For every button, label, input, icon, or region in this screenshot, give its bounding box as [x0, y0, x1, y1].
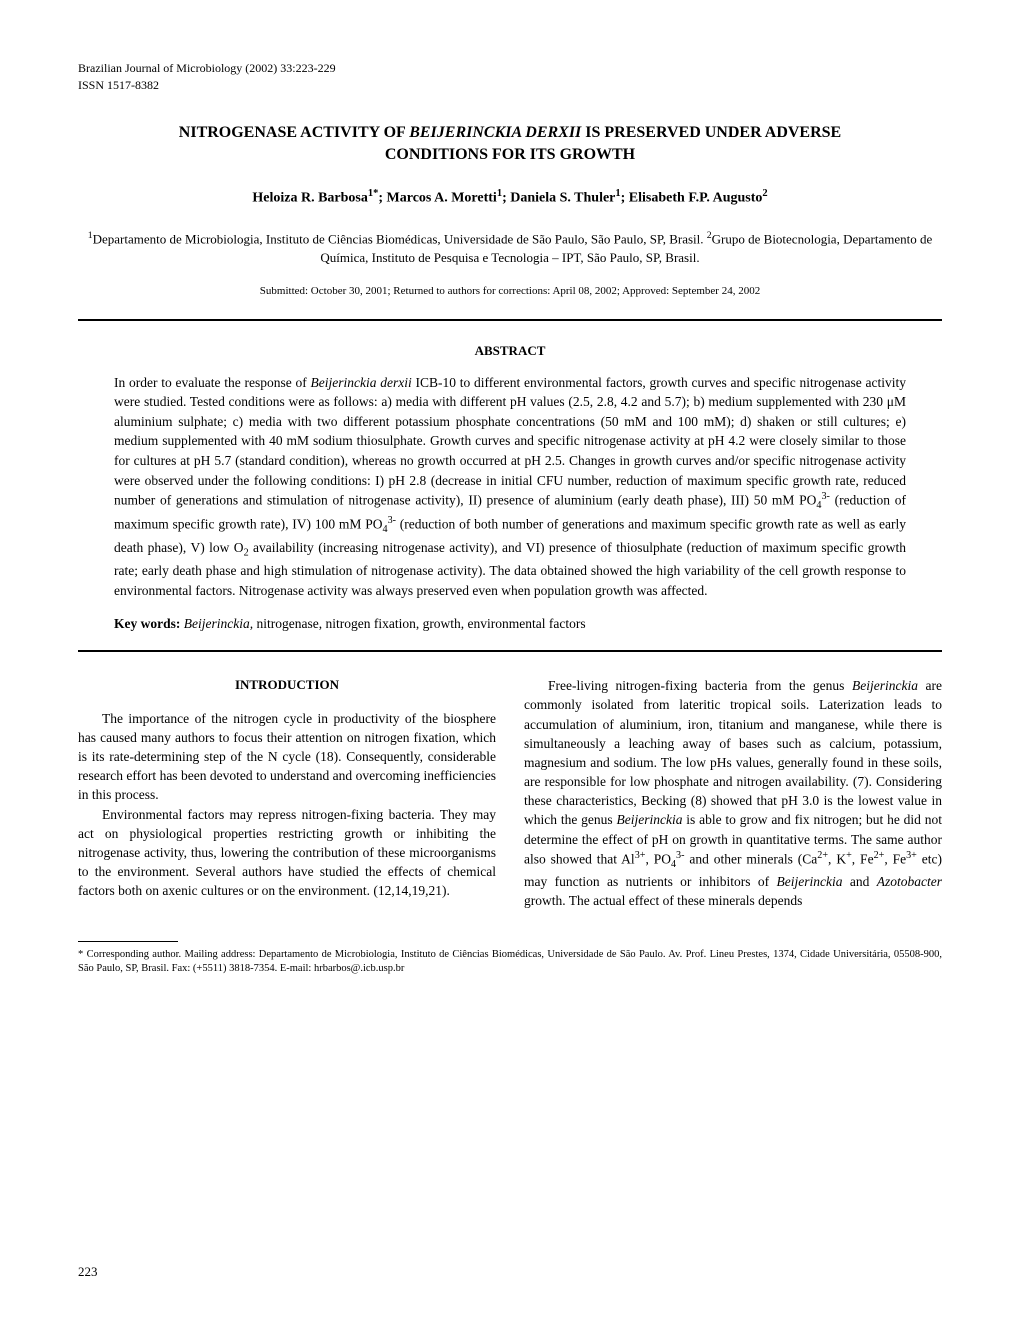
bottom-rule — [78, 650, 942, 652]
right-column: Free-living nitrogen-fixing bacteria fro… — [524, 676, 942, 910]
body-columns: INTRODUCTION The importance of the nitro… — [78, 676, 942, 910]
page-number: 223 — [78, 1264, 98, 1280]
title-part1-cont: IS PRESERVED UNDER ADVERSE — [581, 124, 841, 141]
footnote-rule — [78, 941, 178, 942]
title-part1: NITROGENASE ACTIVITY OF — [179, 124, 409, 141]
corresponding-author-footnote: * Corresponding author. Mailing address:… — [78, 948, 942, 977]
intro-para-2: Environmental factors may repress nitrog… — [78, 805, 496, 901]
top-rule — [78, 319, 942, 321]
authors: Heloiza R. Barbosa1*; Marcos A. Moretti1… — [78, 188, 942, 207]
left-column: INTRODUCTION The importance of the nitro… — [78, 676, 496, 910]
paper-title: NITROGENASE ACTIVITY OF BEIJERINCKIA DER… — [78, 122, 942, 167]
journal-name: Brazilian Journal of Microbiology (2002)… — [78, 60, 942, 77]
affiliations: 1Departamento de Microbiologia, Institut… — [78, 229, 942, 267]
keywords: Key words: Beijerinckia, nitrogenase, ni… — [114, 616, 906, 632]
abstract-heading: ABSTRACT — [78, 343, 942, 359]
keywords-text: Beijerinckia, nitrogenase, nitrogen fixa… — [184, 616, 586, 631]
journal-header: Brazilian Journal of Microbiology (2002)… — [78, 60, 942, 94]
title-species: BEIJERINCKIA DERXII — [409, 124, 581, 141]
abstract-body: In order to evaluate the response of Bei… — [114, 373, 906, 601]
title-part2: CONDITIONS FOR ITS GROWTH — [385, 146, 635, 163]
journal-issn: ISSN 1517-8382 — [78, 77, 942, 94]
introduction-heading: INTRODUCTION — [78, 676, 496, 694]
intro-para-1: The importance of the nitrogen cycle in … — [78, 709, 496, 805]
submission-info: Submitted: October 30, 2001; Returned to… — [78, 285, 942, 297]
intro-para-3: Free-living nitrogen-fixing bacteria fro… — [524, 676, 942, 910]
keywords-label: Key words: — [114, 616, 184, 631]
